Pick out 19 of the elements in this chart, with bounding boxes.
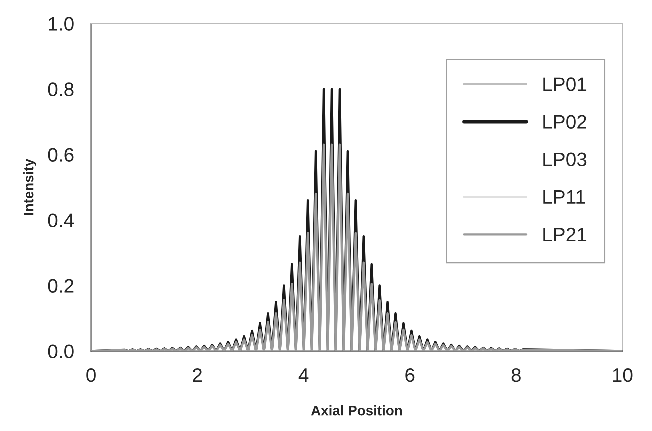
y-tick-label: 1.0 (49, 17, 74, 31)
y-tick-label: 0.4 (48, 214, 74, 228)
x-tick-label: 4 (298, 368, 309, 382)
text: LP03 (544, 152, 587, 167)
x-tick-label: 0 (86, 368, 96, 382)
y-tick-label: 0.6 (48, 148, 74, 162)
legend-label: LP11 (544, 190, 586, 204)
x-axis-title: Axial Position (311, 406, 402, 416)
legend-label: LP21 (544, 228, 587, 242)
y-axis-title: Intensity (24, 159, 36, 216)
x-tick-label: 8 (512, 368, 521, 382)
y-tick-label: 0.2 (48, 279, 74, 293)
y-tick-label: 0.8 (48, 82, 74, 96)
x-tick-label: 2 (193, 368, 202, 382)
y-tick-label: 0.0 (48, 344, 74, 358)
legend-label: LP01 (544, 78, 587, 92)
x-tick-label: 10 (613, 368, 633, 382)
x-tick-label: 6 (406, 368, 415, 382)
legend-label: LP02 (544, 115, 586, 129)
